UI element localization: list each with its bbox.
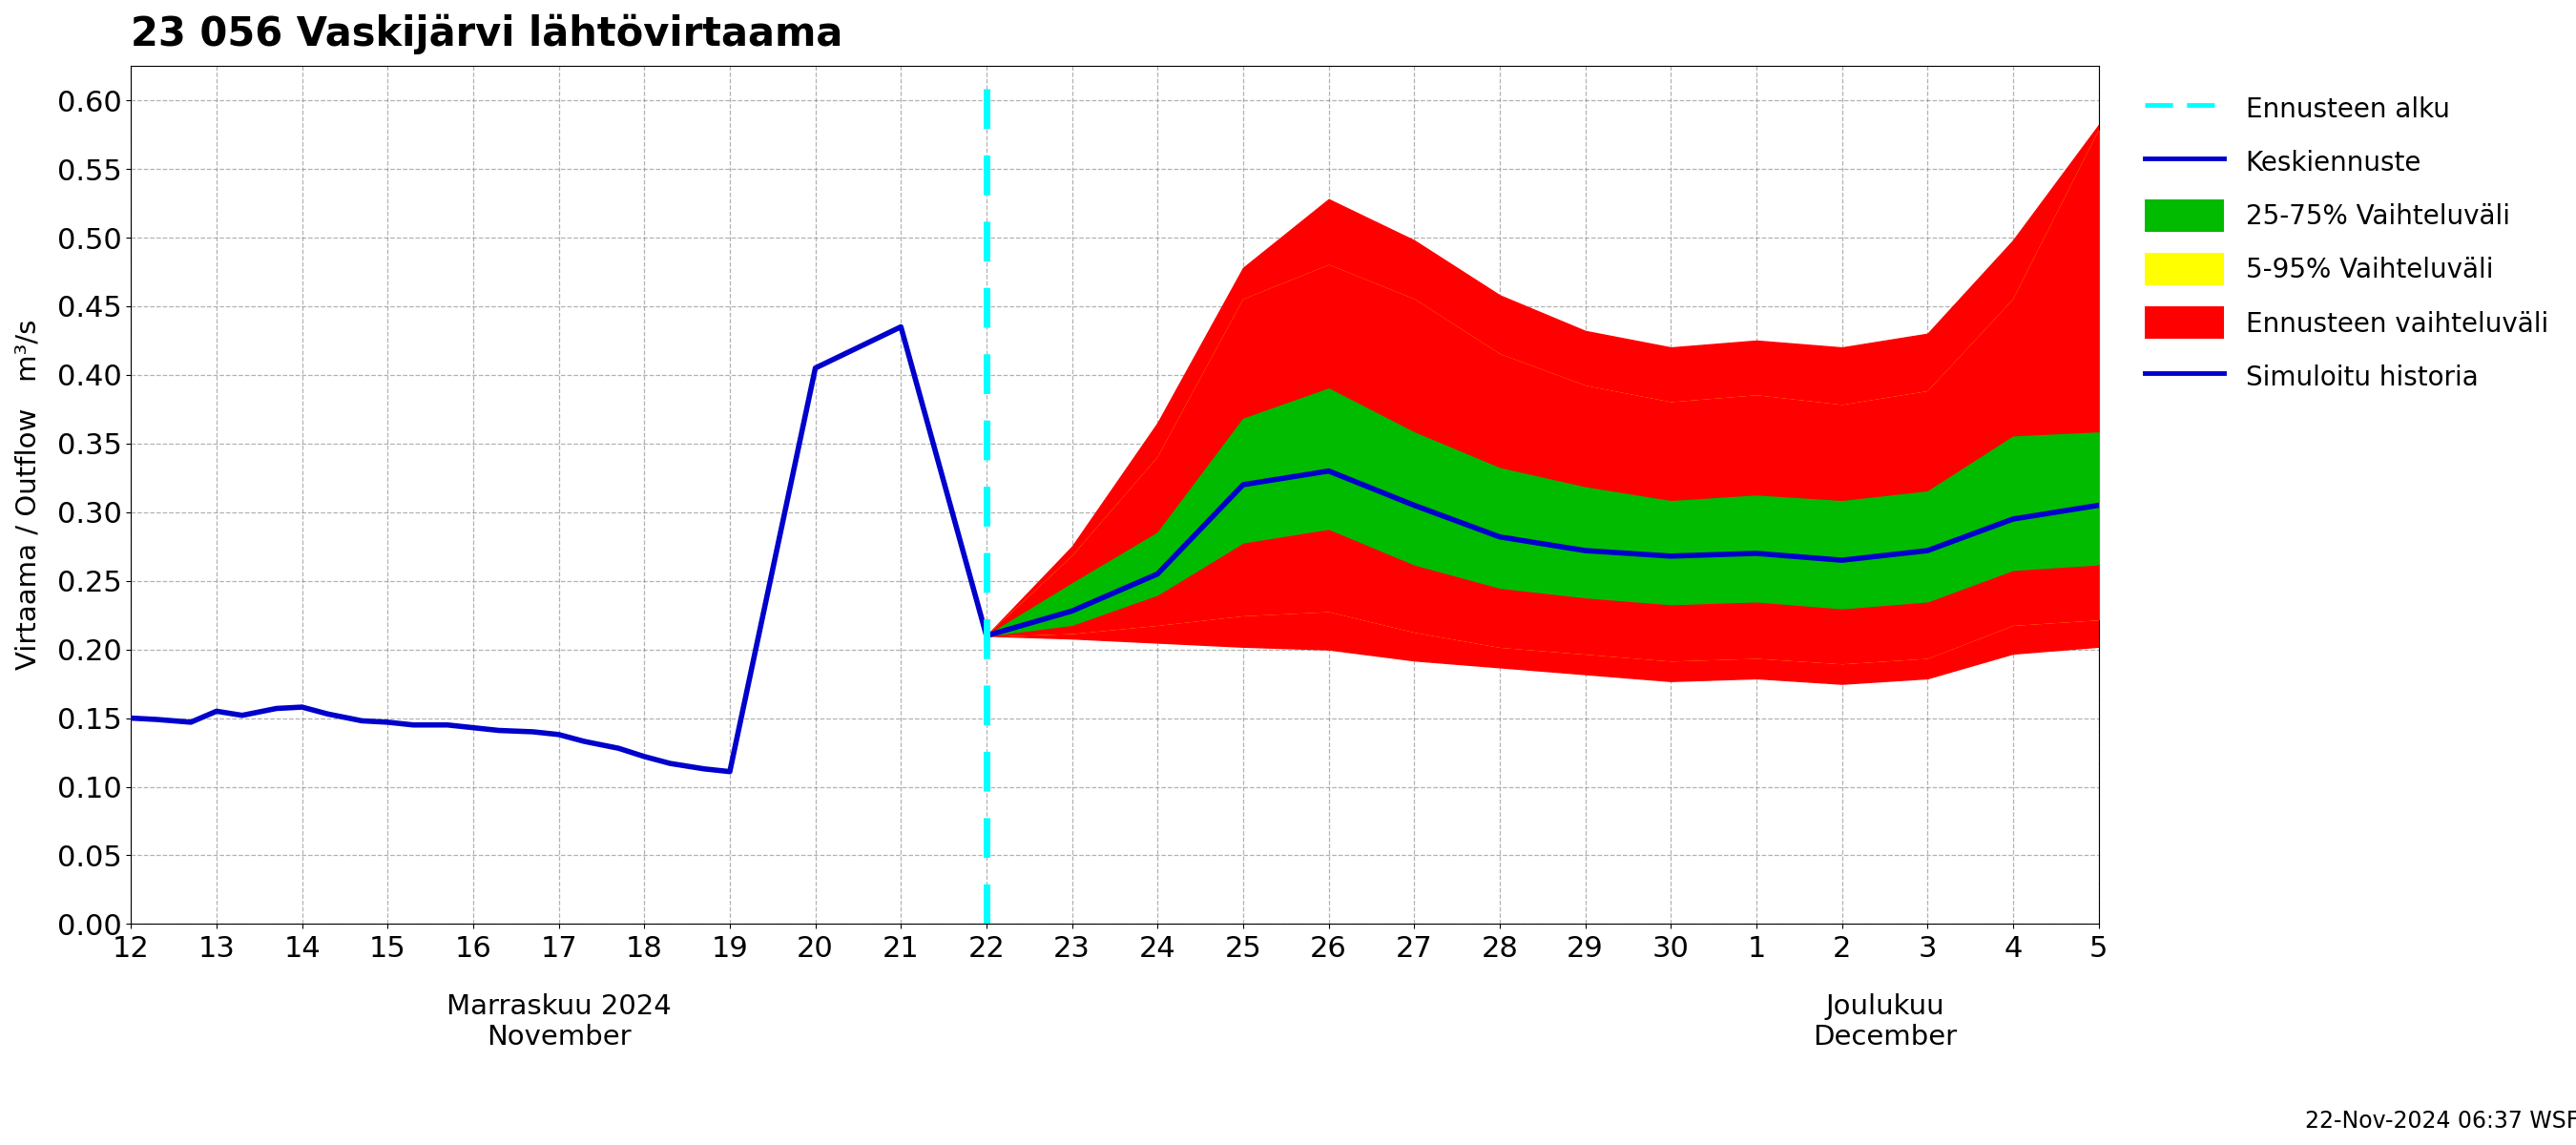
Legend: Ennusteen alku, Keskiennuste, 25-75% Vaihteluväli, 5-95% Vaihteluväli, Ennusteen: Ennusteen alku, Keskiennuste, 25-75% Vai… xyxy=(2130,79,2561,405)
Text: 23 056 Vaskijärvi lähtövirtaama: 23 056 Vaskijärvi lähtövirtaama xyxy=(131,14,842,55)
Text: Marraskuu 2024
November: Marraskuu 2024 November xyxy=(446,993,672,1051)
Text: Joulukuu
December: Joulukuu December xyxy=(1814,993,1958,1051)
Y-axis label: Virtaama / Outflow   m³/s: Virtaama / Outflow m³/s xyxy=(15,319,41,670)
Text: 22-Nov-2024 06:37 WSFS-O: 22-Nov-2024 06:37 WSFS-O xyxy=(2306,1110,2576,1132)
